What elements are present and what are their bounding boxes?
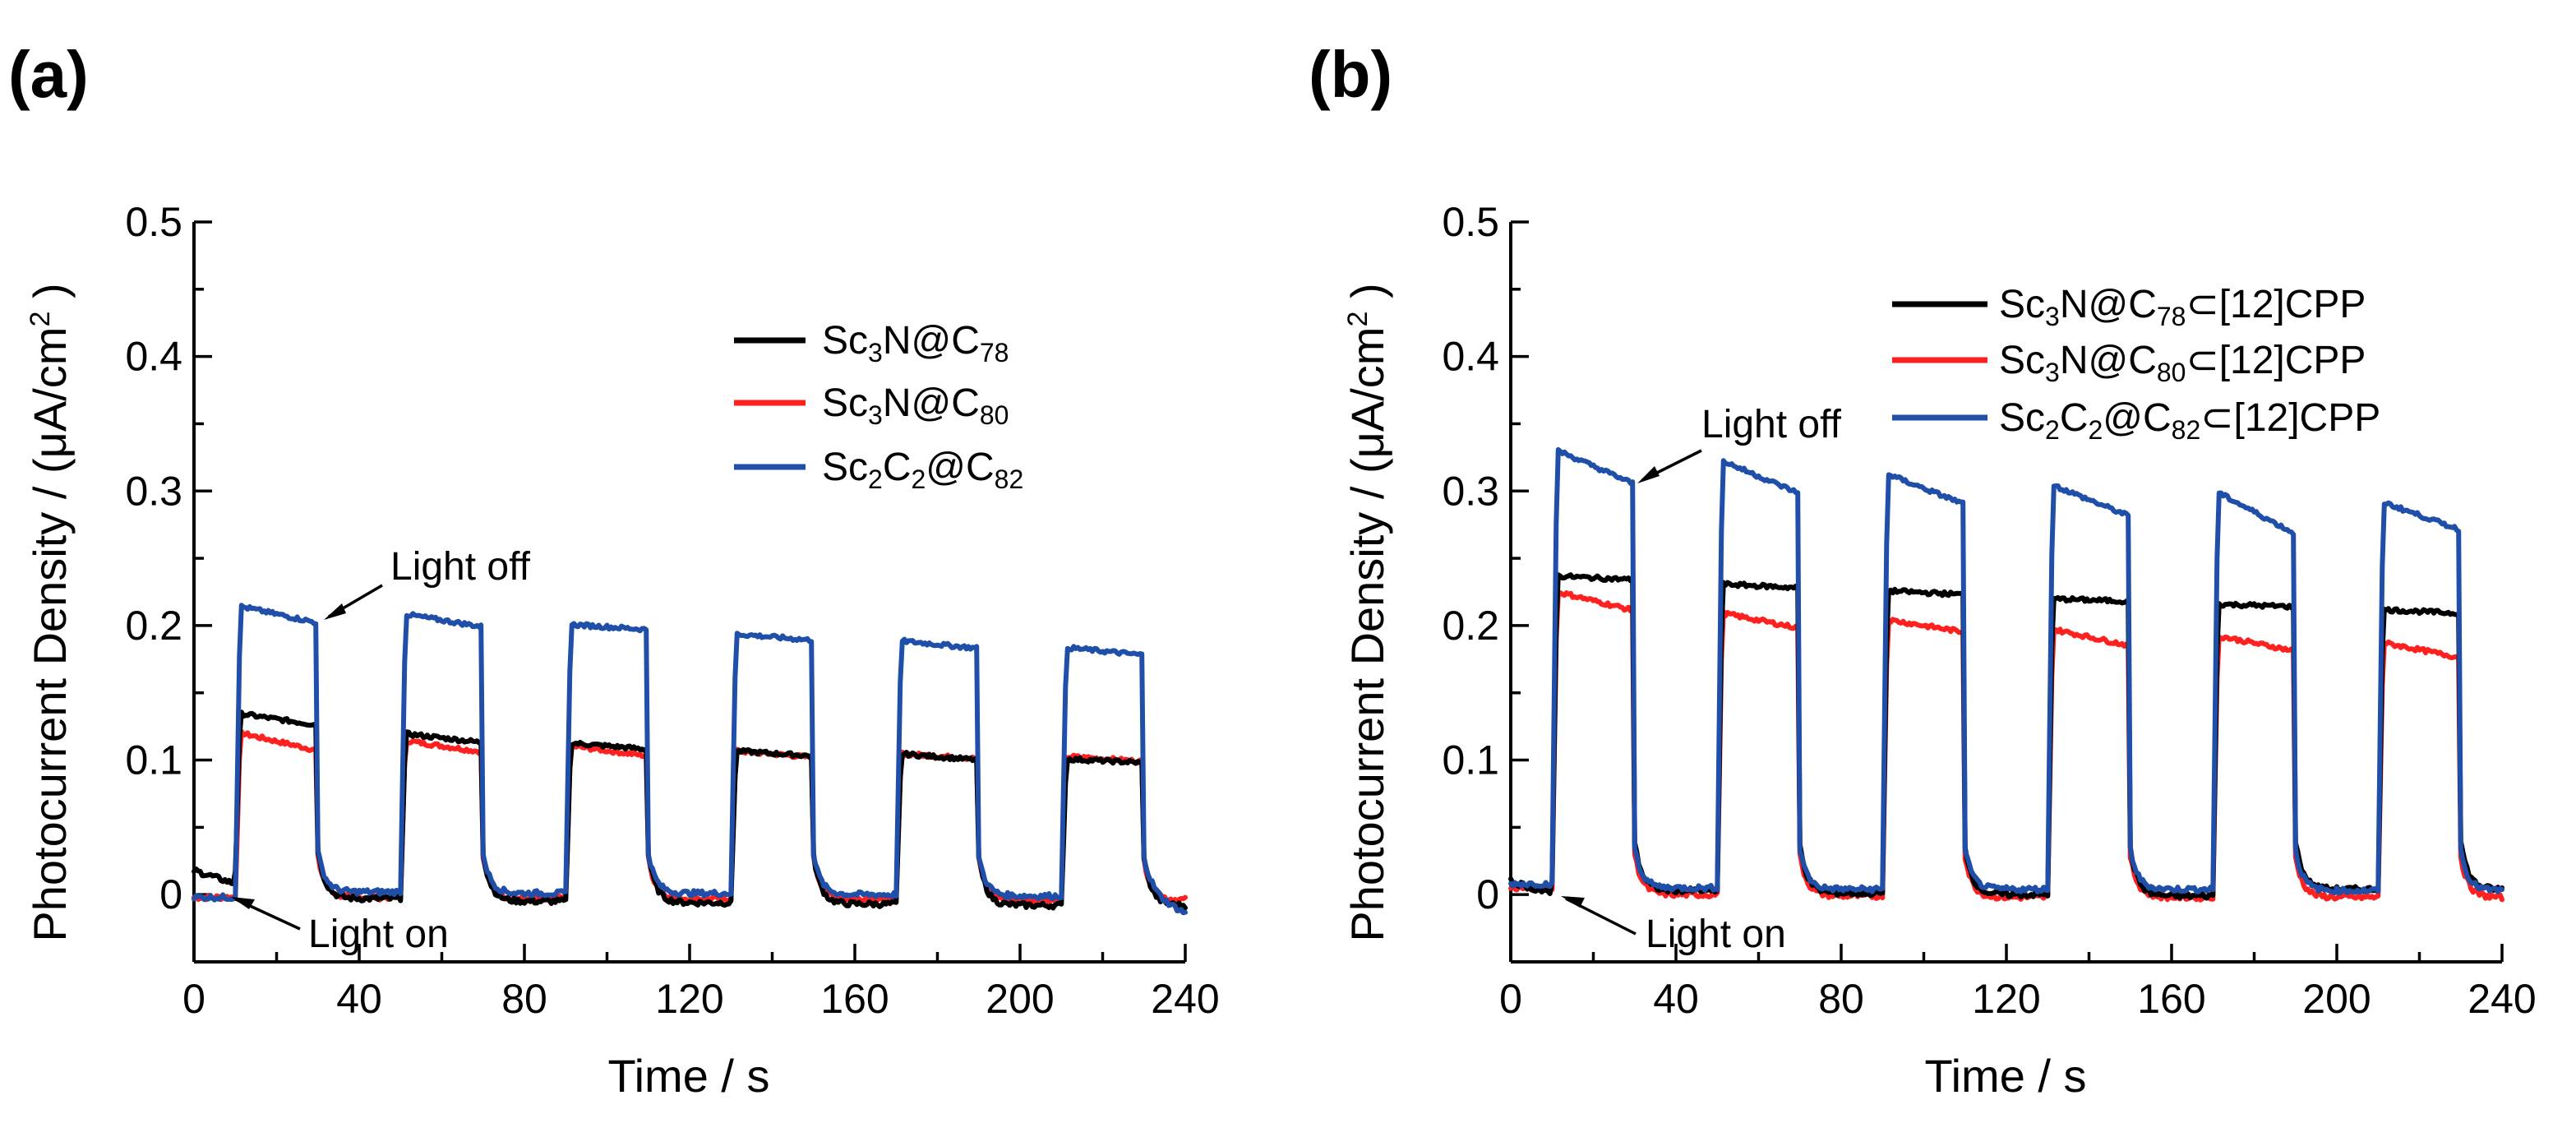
x-tick-label: 0 bbox=[182, 976, 205, 1022]
legend-label-sc3n-c80: Sc3N@C80 bbox=[822, 381, 1009, 430]
y-axis-title-a: Photocurrent Density / (μA/cm2 ) bbox=[24, 283, 76, 941]
annotation-light-off-a: Light off bbox=[324, 545, 531, 620]
x-tick-label: 80 bbox=[501, 976, 547, 1022]
legend-label-sc3n-c78: Sc3N@C78 bbox=[822, 319, 1009, 367]
annotation-light-on-b: Light on bbox=[1561, 896, 1786, 956]
ticks-b: 0 40 80 120 160 200 240 0 0.1 0.2 0.3 0.4 0.5 bbox=[1442, 199, 2536, 1022]
annotation-light-on-b-text: Light on bbox=[1646, 913, 1786, 956]
series-line-blue bbox=[192, 603, 1188, 916]
legend-b: Sc3N@C78⊂[12]CPP Sc3N@C80⊂[12]CPP Sc2C2@… bbox=[1892, 283, 2380, 445]
x-tick-label: 160 bbox=[820, 976, 889, 1022]
series-line-red bbox=[1508, 590, 2504, 903]
legend-label-sc2c2-c82: Sc2C2@C82 bbox=[822, 446, 1023, 494]
legend-label-sc3n-c78-cpp: Sc3N@C78⊂[12]CPP bbox=[1999, 283, 2366, 331]
x-tick-label: 240 bbox=[1151, 976, 1219, 1022]
y-tick-label: 0 bbox=[1476, 871, 1499, 917]
x-tick-label: 240 bbox=[2468, 976, 2536, 1022]
panel-label-b: (b) bbox=[1309, 38, 1392, 111]
y-tick-label: 0.5 bbox=[1442, 199, 1499, 245]
x-tick-label: 80 bbox=[1818, 976, 1864, 1022]
series-line-red bbox=[192, 728, 1188, 905]
x-tick-label: 40 bbox=[1653, 976, 1699, 1022]
x-tick-label: 120 bbox=[655, 976, 723, 1022]
series-b bbox=[1508, 446, 2504, 903]
y-tick-label: 0.1 bbox=[125, 737, 182, 783]
series-line-black bbox=[1508, 572, 2504, 901]
y-tick-label: 0 bbox=[159, 871, 182, 917]
y-tick-label: 0.3 bbox=[125, 468, 182, 514]
panel-label-a: (a) bbox=[8, 38, 89, 111]
legend-a: Sc3N@C78 Sc3N@C80 Sc2C2@C82 bbox=[734, 319, 1023, 494]
series-line-black bbox=[192, 709, 1188, 911]
panel-b: (b) Photocurrent Density / (μA/cm2 ) Tim… bbox=[1309, 38, 2537, 1102]
legend-label-sc2c2-c82-cpp: Sc2C2@C82⊂[12]CPP bbox=[1999, 396, 2380, 445]
y-tick-label: 0.5 bbox=[125, 199, 182, 245]
x-axis-title-b: Time / s bbox=[1924, 1050, 2086, 1102]
y-tick-label: 0.3 bbox=[1442, 468, 1499, 514]
y-tick-label: 0.2 bbox=[125, 603, 182, 649]
x-tick-label: 160 bbox=[2137, 976, 2205, 1022]
ticks-a: 0 40 80 120 160 200 240 0 0.1 0.2 0.3 0.4 0.5 bbox=[125, 199, 1219, 1022]
x-tick-label: 200 bbox=[2302, 976, 2371, 1022]
x-tick-label: 40 bbox=[336, 976, 382, 1022]
annotation-light-off-a-text: Light off bbox=[390, 545, 531, 589]
axes-frame-b bbox=[1511, 222, 2502, 962]
panel-a: (a) Photocurrent Density / (μA/cm2 ) Tim… bbox=[8, 38, 1220, 1102]
series-a bbox=[192, 603, 1188, 916]
y-tick-label: 0.4 bbox=[125, 334, 182, 380]
x-axis-title-a: Time / s bbox=[607, 1050, 769, 1102]
annotation-light-on-a-text: Light on bbox=[308, 913, 449, 956]
axes-frame-a bbox=[194, 222, 1185, 962]
y-tick-label: 0.1 bbox=[1442, 737, 1499, 783]
y-tick-label: 0.4 bbox=[1442, 334, 1499, 380]
y-tick-label: 0.2 bbox=[1442, 603, 1499, 649]
series-line-blue bbox=[1508, 446, 2504, 896]
legend-label-sc3n-c80-cpp: Sc3N@C80⊂[12]CPP bbox=[1999, 339, 2366, 387]
annotation-light-on-a: Light on bbox=[231, 897, 449, 956]
x-tick-label: 200 bbox=[986, 976, 1054, 1022]
x-tick-label: 0 bbox=[1499, 976, 1522, 1022]
x-tick-label: 120 bbox=[1972, 976, 2040, 1022]
annotation-light-off-b-text: Light off bbox=[1701, 403, 1842, 446]
y-axis-title-b: Photocurrent Density / (μA/cm2 ) bbox=[1341, 283, 1393, 941]
annotation-light-off-b: Light off bbox=[1637, 403, 1842, 483]
